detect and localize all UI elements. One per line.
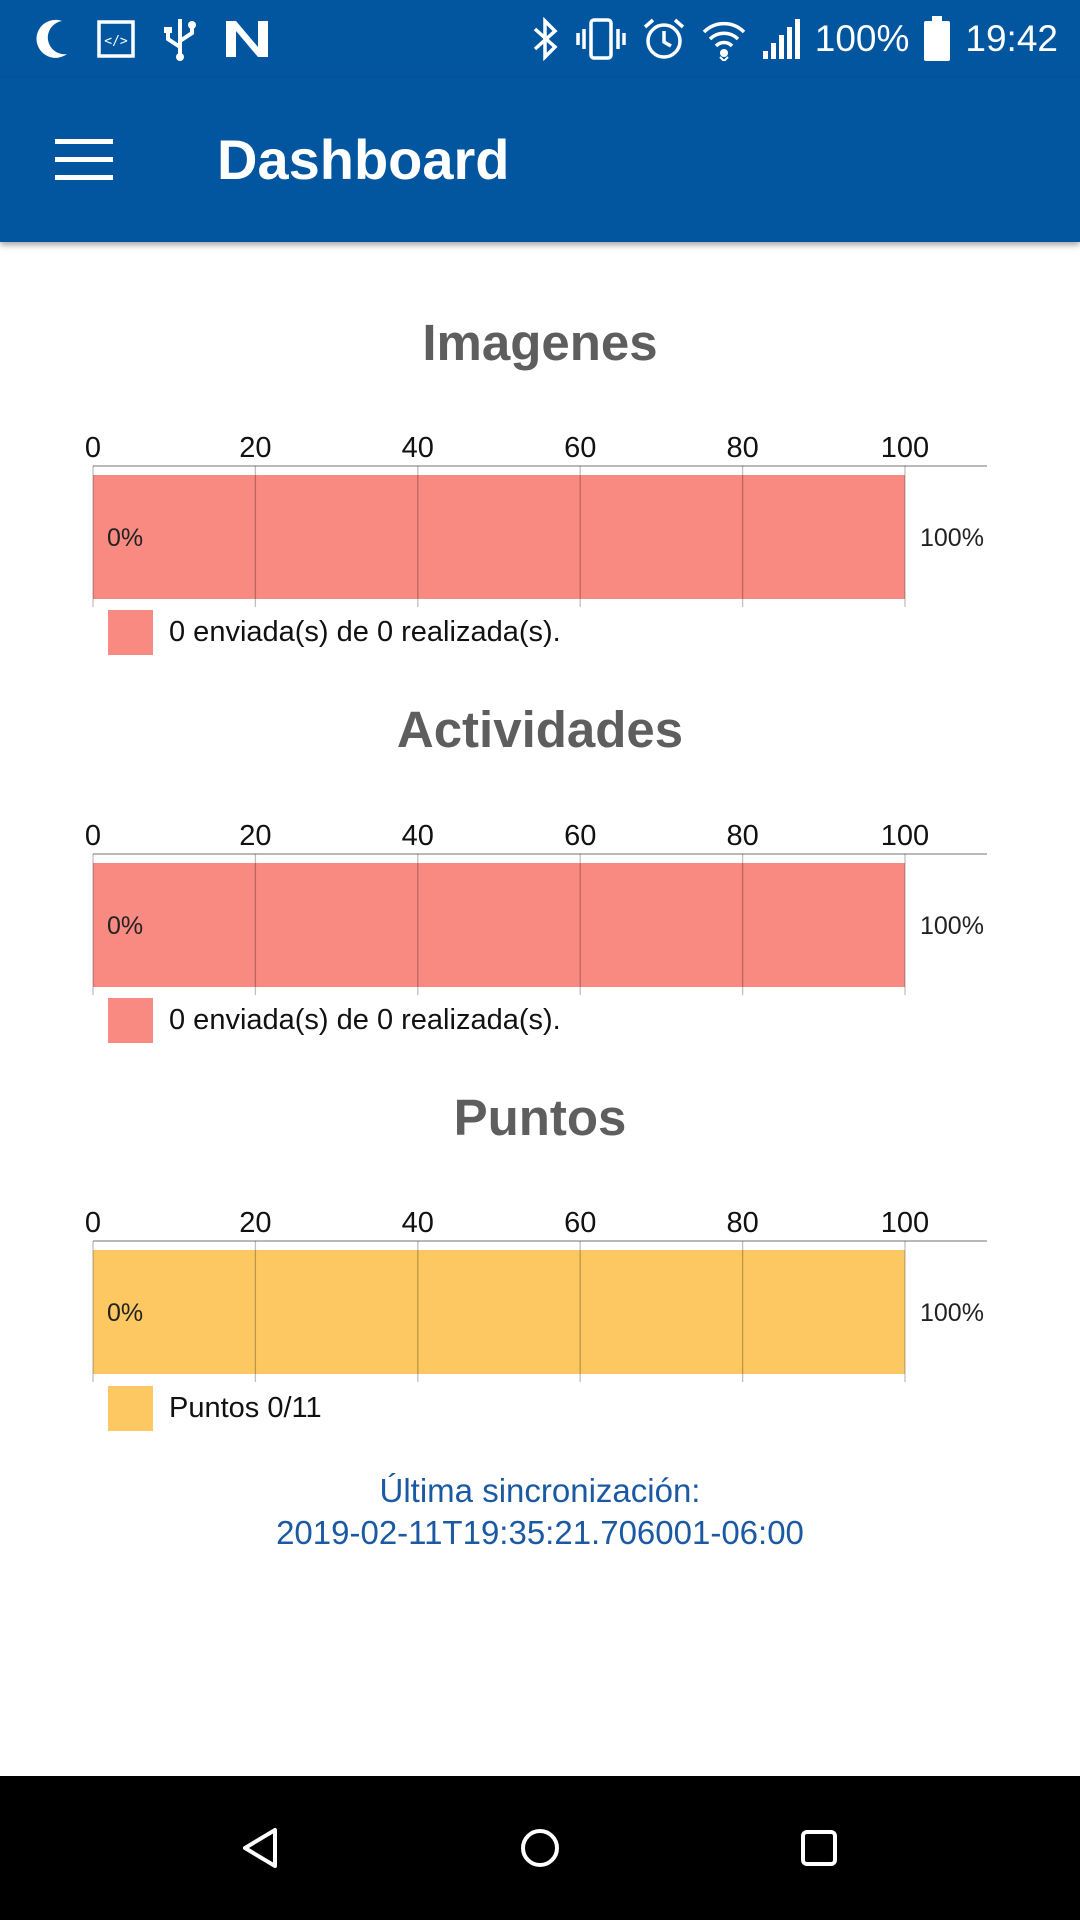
clock: 19:42 (965, 18, 1058, 59)
bar (93, 863, 905, 987)
hamburger-menu-icon (55, 139, 113, 180)
tick-label: 0 (85, 1207, 101, 1239)
app-bar: Dashboard (0, 78, 1080, 242)
bar-end-label: 100% (920, 524, 984, 552)
tick-label: 20 (239, 432, 271, 464)
battery-percentage: 100% (814, 18, 910, 59)
signal-icon (761, 17, 801, 61)
tick-label: 20 (239, 1207, 271, 1239)
bar (93, 475, 905, 599)
bar-end-label: 100% (920, 912, 984, 940)
status-right-icons: 100% 19:42 (531, 12, 1058, 66)
wifi-icon (701, 17, 747, 61)
last-sync-label: Última sincronización: (379, 1472, 701, 1509)
navigation-bar (0, 1776, 1080, 1920)
legend-swatch (108, 1385, 153, 1431)
last-sync-info: Última sincronización: 2019-02-11T19:35:… (0, 1470, 1080, 1554)
tick-label: 40 (402, 820, 434, 852)
bar-start-label: 0% (107, 524, 143, 552)
recents-icon (801, 1830, 837, 1866)
bluetooth-icon (531, 17, 561, 61)
tick-label: 100 (881, 1207, 929, 1239)
usb-icon (162, 17, 198, 61)
battery-icon (923, 16, 951, 62)
svg-text:</>: </> (104, 34, 128, 49)
back-button[interactable] (224, 1812, 296, 1884)
developer-icon: </> (96, 19, 136, 59)
status-bar: </> 100% 19:42 (0, 0, 1080, 78)
tick-label: 80 (726, 820, 758, 852)
bar-start-label: 0% (107, 912, 143, 940)
last-sync-timestamp: 2019-02-11T19:35:21.706001-06:00 (276, 1514, 804, 1551)
tick-label: 20 (239, 820, 271, 852)
back-icon (243, 1828, 277, 1868)
legend-label: Puntos 0/11 (169, 1391, 322, 1424)
chart-title-actividades: Actividades (396, 701, 684, 758)
legend-puntos: Puntos 0/11 (108, 1385, 322, 1431)
tick-label: 40 (402, 432, 434, 464)
bar (93, 1250, 905, 1374)
recents-button[interactable] (783, 1812, 855, 1884)
status-left-icons: </> (36, 12, 270, 66)
legend-swatch (108, 609, 153, 655)
legend-imagenes: 0 enviada(s) de 0 realizada(s). (108, 609, 561, 655)
vibrate-icon (575, 17, 627, 61)
alarm-icon (641, 17, 687, 61)
chart-imagenes: 0 20 40 60 80 100 0% 100% (85, 432, 987, 607)
moon-icon (36, 18, 70, 60)
tick-label: 0 (85, 432, 101, 464)
bar-start-label: 0% (107, 1299, 143, 1327)
chart-puntos: 0 20 40 60 80 100 0% 100% (85, 1207, 987, 1382)
bar-end-label: 100% (920, 1299, 984, 1327)
tick-label: 60 (564, 820, 596, 852)
legend-actividades: 0 enviada(s) de 0 realizada(s). (108, 997, 561, 1043)
legend-swatch (108, 997, 153, 1043)
tick-label: 80 (726, 1207, 758, 1239)
tick-label: 60 (564, 1207, 596, 1239)
home-icon (521, 1829, 559, 1867)
home-button[interactable] (504, 1812, 576, 1884)
chart-actividades: 0 20 40 60 80 100 0% 100% (85, 820, 987, 995)
tick-label: 60 (564, 432, 596, 464)
legend-label: 0 enviada(s) de 0 realizada(s). (169, 1003, 561, 1036)
tick-label: 0 (85, 820, 101, 852)
chart-title-puntos: Puntos (453, 1089, 627, 1146)
chart-title-imagenes: Imagenes (422, 314, 658, 371)
tick-label: 100 (881, 820, 929, 852)
tick-label: 100 (881, 432, 929, 464)
n-app-icon (224, 19, 270, 59)
page-title: Dashboard (217, 128, 510, 191)
tick-label: 80 (726, 432, 758, 464)
menu-button[interactable] (40, 124, 128, 196)
tick-label: 40 (402, 1207, 434, 1239)
legend-label: 0 enviada(s) de 0 realizada(s). (169, 615, 561, 648)
